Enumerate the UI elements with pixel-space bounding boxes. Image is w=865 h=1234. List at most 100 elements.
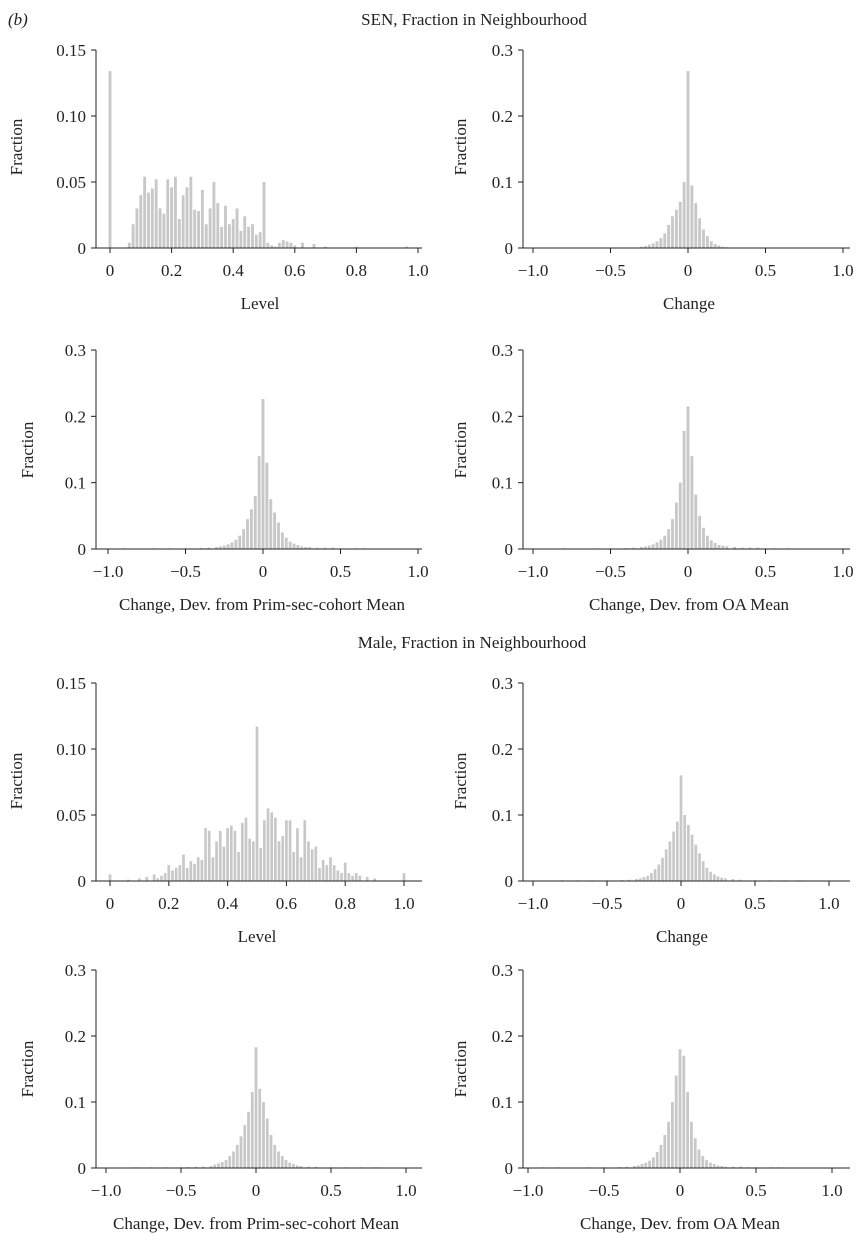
histogram-bar [215, 841, 218, 881]
histogram-bar [693, 1138, 697, 1168]
histogram-bar [643, 546, 647, 549]
histogram-bar [347, 873, 351, 881]
histogram-bar [712, 874, 716, 881]
x-tick-label: 0 [252, 1181, 261, 1200]
histogram-bar [661, 857, 664, 881]
histogram-bar [296, 828, 299, 881]
x-tick-label: 1.0 [393, 894, 414, 913]
histogram-bar [265, 1118, 269, 1168]
histogram-bar [678, 201, 682, 248]
histogram-bar [244, 817, 248, 881]
histogram-bar [280, 532, 284, 549]
histogram-bar [150, 188, 154, 248]
histogram-bar [227, 224, 231, 248]
histogram-bar [251, 224, 254, 248]
histogram-bar [254, 1047, 258, 1168]
histogram-bar [220, 226, 224, 248]
histogram-bar [318, 867, 321, 881]
histogram-bar [209, 1166, 213, 1168]
x-tick-label: 0 [259, 562, 268, 581]
x-tick-label: 0.8 [335, 894, 356, 913]
y-tick-label: 0.2 [492, 740, 513, 759]
y-tick-label: 0.1 [492, 173, 513, 192]
histogram-bar [671, 216, 674, 248]
histogram-bar [299, 857, 303, 881]
y-tick-label: 0 [78, 1159, 87, 1178]
histogram-bar [281, 240, 285, 248]
histogram-bar [280, 1156, 284, 1168]
histogram-bar [285, 241, 289, 248]
histogram-bar [667, 529, 671, 549]
histogram-bar [235, 1144, 239, 1168]
histogram-bar [647, 545, 651, 549]
histogram-bar [174, 867, 178, 881]
histogram-bar [738, 879, 742, 881]
histogram-bar [663, 535, 667, 549]
histogram-bar [145, 877, 149, 881]
histogram-bar [288, 820, 292, 881]
histogram-bar [663, 233, 667, 248]
y-tick-label: 0.1 [492, 1093, 513, 1112]
histogram-bar [690, 1121, 693, 1168]
x-tick-label: −1.0 [513, 1181, 544, 1200]
histogram-bar [218, 830, 222, 881]
histogram-bar [312, 244, 316, 248]
y-tick-label: 0.3 [65, 961, 86, 980]
y-tick-label: 0.10 [56, 107, 86, 126]
histogram-bar [213, 1164, 217, 1168]
histogram-bar [674, 1075, 678, 1168]
histogram-bar [724, 1166, 727, 1168]
histogram-bar [668, 841, 672, 881]
histogram-bar [296, 545, 300, 549]
x-tick-label: −1.0 [91, 1181, 122, 1200]
histogram-bar [281, 836, 285, 881]
x-axis-label: Level [238, 927, 277, 946]
section-title-sen: SEN, Fraction in Neighbourhood [361, 10, 587, 29]
histogram-bar [193, 863, 196, 881]
histogram-bar [324, 246, 328, 248]
y-tick-label: 0.3 [492, 41, 513, 60]
histogram-bar [284, 537, 288, 549]
histogram-bar [686, 71, 690, 249]
histogram-bar [127, 242, 131, 248]
histogram-bar [139, 195, 143, 248]
y-axis-label: Fraction [451, 421, 470, 478]
histogram-bar [127, 879, 130, 881]
histogram-bar [365, 877, 369, 881]
histogram-bar [303, 820, 307, 881]
histogram-bar [226, 828, 229, 881]
histogram-bar [131, 224, 135, 248]
x-tick-label: 1.0 [407, 261, 428, 280]
x-tick-label: 0.5 [755, 261, 776, 280]
histogram-bar [270, 245, 274, 248]
histogram-bar [321, 859, 325, 881]
histogram-bar [308, 547, 311, 549]
histogram-bar [215, 547, 218, 549]
histogram-bar [675, 821, 679, 881]
histogram-bar [690, 834, 694, 881]
histogram-panel-1: 0 0.2 0.4 0.6 0.8 1.0 0 0.05 0.10 0.15 Level Fracti… [7, 41, 429, 313]
histogram-panel-8: −1.0 −0.5 0 0.5 1.0 0 0.1 0.2 0.3 Change, Dev. fr… [451, 961, 850, 1233]
y-tick-label: 0.2 [65, 407, 86, 426]
panel-label: (b) [8, 10, 28, 29]
y-axis-label: Fraction [451, 118, 470, 175]
histogram-bar [274, 246, 277, 248]
histogram-bar [196, 857, 200, 881]
histogram-bar [643, 246, 647, 248]
histogram-bar [682, 430, 686, 549]
histogram-bar [701, 861, 705, 881]
histogram-bar [702, 527, 705, 549]
x-axis-label: Change [663, 294, 715, 313]
histogram-panel-2: −1.0 −0.5 0 0.5 1.0 0 0.1 0.2 0.3 Change Fraction [451, 41, 854, 313]
histogram-bar [336, 870, 340, 881]
histogram-bar [667, 224, 671, 248]
histogram-bar [270, 812, 274, 881]
histogram-bar [739, 1166, 743, 1168]
histogram-bar [651, 243, 655, 248]
y-tick-label: 0.10 [56, 740, 86, 759]
y-tick-label: 0.2 [492, 107, 513, 126]
histogram-panel-4: −1.0 −0.5 0 0.5 1.0 0 0.1 0.2 0.3 Change, Dev. fr… [451, 341, 854, 614]
histogram-bar [277, 1151, 280, 1168]
histogram-bar [243, 1125, 247, 1168]
